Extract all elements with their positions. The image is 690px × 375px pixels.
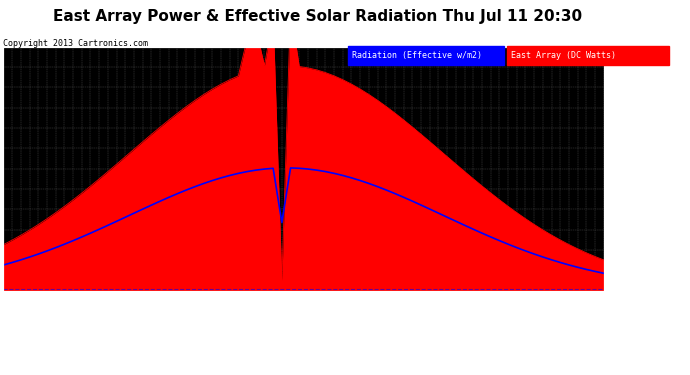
Text: East Array (DC Watts): East Array (DC Watts) xyxy=(511,51,615,60)
Text: Radiation (Effective w/m2): Radiation (Effective w/m2) xyxy=(352,51,482,60)
Text: East Array Power & Effective Solar Radiation Thu Jul 11 20:30: East Array Power & Effective Solar Radia… xyxy=(53,9,582,24)
Text: Copyright 2013 Cartronics.com: Copyright 2013 Cartronics.com xyxy=(3,39,148,48)
